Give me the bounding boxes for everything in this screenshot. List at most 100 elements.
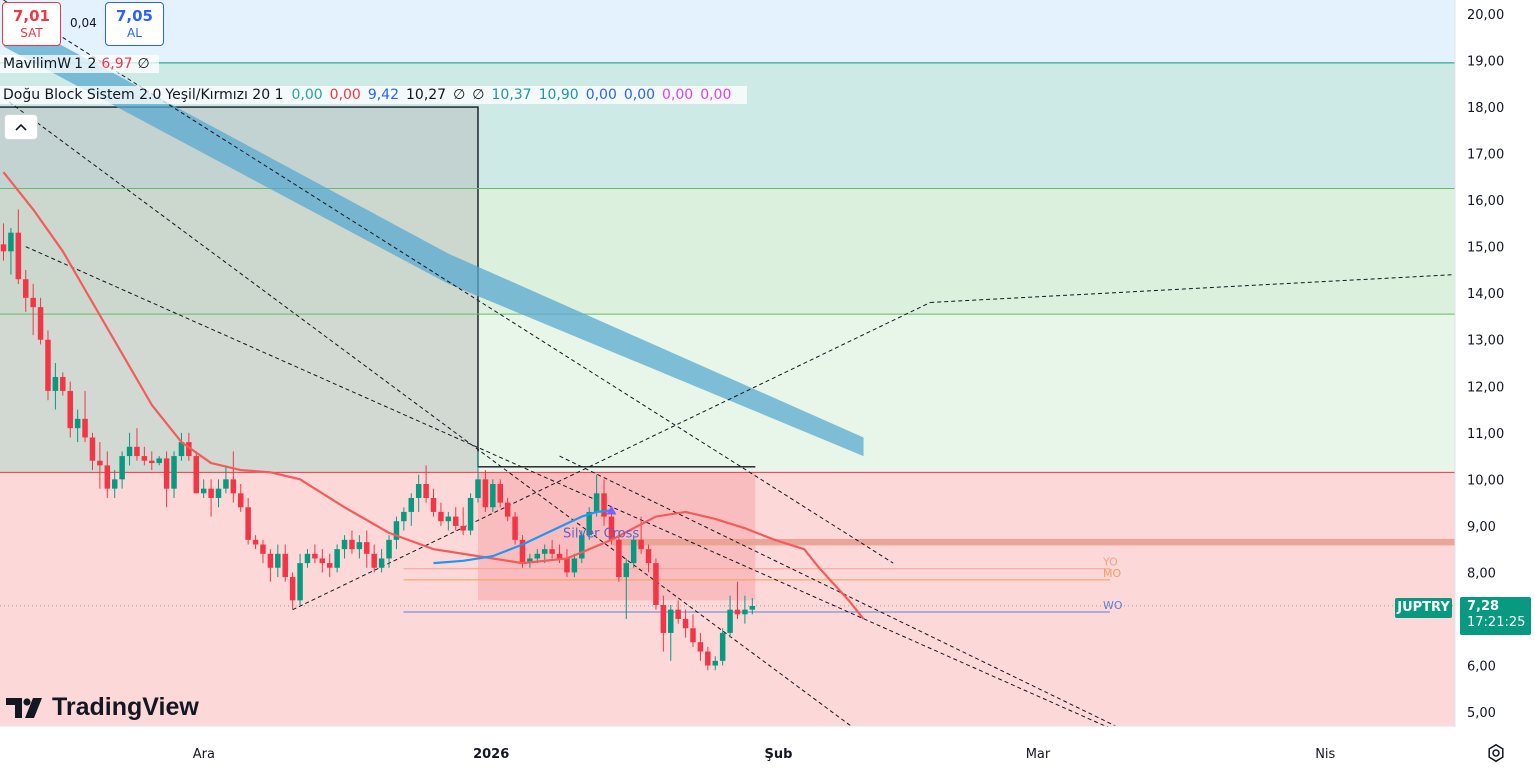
candle	[171, 451, 177, 498]
y-tick-label: 12,00	[1467, 380, 1504, 395]
sell-label: SAT	[20, 26, 43, 40]
cloud-band	[3, 13, 864, 457]
collapse-legend-button[interactable]	[4, 114, 38, 140]
y-tick-label: 20,00	[1467, 8, 1504, 23]
buy-price: 7,05	[115, 7, 153, 25]
legend-dogu-params: Yeşil/Kırmızı 20 1	[165, 87, 284, 103]
candle	[67, 381, 73, 438]
candle	[97, 442, 103, 489]
candle	[215, 479, 222, 508]
x-axis-panel	[0, 727, 1535, 771]
candle	[460, 507, 466, 536]
candle	[423, 465, 429, 503]
candle	[579, 530, 585, 564]
candle	[490, 479, 496, 512]
candle	[682, 609, 689, 638]
candle	[349, 530, 355, 554]
candle	[237, 484, 244, 512]
candle	[660, 595, 667, 652]
candle	[89, 432, 96, 471]
silver-cross-line	[433, 509, 612, 565]
candle	[727, 595, 733, 638]
candle	[616, 530, 622, 582]
legend-dogu-block[interactable]: Doğu Block Sistem 2.0 Yeşil/Kırmızı 20 1 0…	[0, 86, 748, 104]
candle	[638, 516, 644, 554]
y-tick-label: 14,00	[1467, 287, 1504, 302]
candle	[675, 600, 681, 624]
candle	[163, 451, 170, 508]
candle	[408, 493, 415, 526]
candle	[126, 432, 133, 466]
candle	[312, 544, 318, 564]
legend-dogu-value: 10,27	[406, 87, 447, 103]
candle	[653, 558, 659, 610]
spread-value: 0,04	[70, 16, 97, 30]
legend-mavilim[interactable]: MavilimW 1 2 6,97 ∅	[0, 55, 159, 73]
candle	[74, 409, 81, 443]
legend-dogu-value: 0,00	[329, 87, 361, 103]
candle	[482, 470, 489, 512]
x-tick-label: 2026	[473, 747, 509, 762]
chevron-up-icon	[15, 123, 27, 131]
mo-label: MO	[1103, 567, 1121, 580]
tradingview-logo-text: TradingView	[52, 693, 199, 721]
y-tick-label: 16,00	[1467, 194, 1504, 209]
legend-mavilim-name: MavilimW	[3, 56, 72, 72]
candle	[111, 470, 118, 498]
candle	[341, 535, 348, 559]
candle	[200, 479, 207, 498]
y-tick-label: 17,00	[1467, 148, 1504, 163]
countdown-timer: 17:21:25	[1467, 615, 1526, 630]
sell-button[interactable]: 7,01 SAT	[2, 2, 61, 46]
candle	[282, 544, 288, 582]
wo-label: WO	[1103, 599, 1123, 612]
candle	[564, 549, 570, 578]
candle	[326, 553, 333, 578]
candle	[393, 516, 400, 550]
y-tick-label: 15,00	[1467, 241, 1504, 256]
zone-upper-green	[0, 188, 1455, 315]
candle	[356, 535, 363, 559]
candle	[742, 595, 748, 624]
candle	[712, 656, 718, 671]
candle	[104, 451, 111, 498]
settings-gear-icon[interactable]	[1486, 743, 1506, 763]
x-tick-label: Ara	[193, 747, 215, 762]
resistance-band	[611, 538, 1455, 546]
legend-mavilim-trail: ∅	[137, 56, 150, 72]
buy-label: AL	[127, 26, 142, 40]
moving-average-layer	[2, 171, 865, 620]
last-price-value: 7,28	[1467, 599, 1500, 614]
candle	[245, 497, 251, 545]
y-tick-label: 5,00	[1467, 706, 1496, 721]
candle	[8, 228, 14, 275]
candle	[527, 553, 533, 568]
y-tick-label: 6,00	[1467, 660, 1496, 675]
tradingview-logo[interactable]: TradingView	[6, 693, 199, 722]
legend-dogu-value: 0,00	[662, 87, 694, 103]
candle	[15, 209, 22, 284]
buy-button[interactable]: 7,05 AL	[105, 2, 164, 46]
candle	[445, 511, 452, 531]
candle	[334, 544, 340, 573]
candle	[593, 474, 600, 517]
legend-mavilim-params: 1 2	[74, 56, 97, 72]
cloud-layer	[3, 13, 864, 457]
candle	[601, 479, 607, 526]
candle	[734, 581, 741, 619]
silver-cross-label: Silver Cross	[563, 527, 640, 542]
legend-dogu-value: ∅	[472, 87, 485, 103]
legend-dogu-value: 0,00	[291, 87, 323, 103]
candle	[22, 269, 29, 312]
candle	[304, 549, 311, 568]
legend-dogu-value: 10,37	[491, 87, 532, 103]
candle	[697, 632, 704, 661]
candle	[52, 363, 59, 410]
candle	[275, 544, 281, 578]
y-tick-label: 8,00	[1467, 566, 1496, 581]
candle	[749, 598, 756, 615]
legend-dogu-value: 0,00	[700, 87, 732, 103]
candle	[134, 428, 140, 461]
